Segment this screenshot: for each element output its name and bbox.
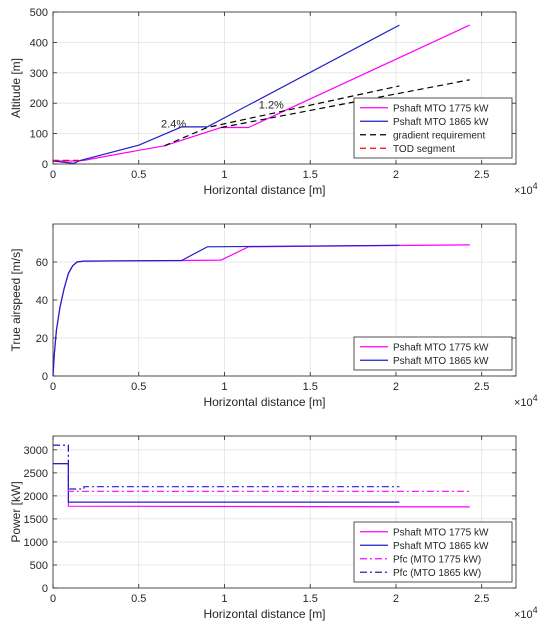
x-exponent-power: 4: [533, 393, 538, 403]
legend-label: Pshaft MTO 1865 kW: [393, 356, 489, 367]
x-axis-label: Horizontal distance [m]: [203, 607, 325, 621]
y-tick-label: 60: [36, 257, 48, 269]
x-tick-label: 0: [50, 381, 56, 393]
x-exponent-label: ×104: [514, 181, 538, 197]
y-tick-label: 0: [42, 583, 48, 595]
x-axis-label: Horizontal distance [m]: [203, 183, 325, 197]
legend-label: Pfc (MTO 1865 kW): [393, 568, 481, 579]
series-line: [164, 85, 400, 147]
annotation-label: 2.4%: [161, 119, 186, 131]
y-tick-label: 20: [36, 333, 48, 345]
y-tick-label: 40: [36, 295, 48, 307]
legend: Pshaft MTO 1775 kW Pshaft MTO 1865 kW Pfc …: [353, 521, 513, 583]
annotation-label: 1.2%: [259, 99, 284, 111]
series-line: [53, 444, 400, 490]
x-tick-label: 1: [221, 593, 227, 605]
legend-box: [353, 336, 513, 371]
x-exponent-label: ×104: [514, 605, 538, 621]
power-chart: 0 0.5 1 1.5 2 2.5 0 500 1000 1500 2000 2500 3000 Hori…: [9, 435, 538, 621]
x-tick-label: 2.5: [474, 169, 489, 181]
x-tick-label: 0: [50, 169, 56, 181]
x-tick-label: 2: [393, 169, 399, 181]
y-tick-label: 200: [30, 98, 48, 110]
y-axis-label: Power [kW]: [9, 481, 23, 542]
legend-label: TOD segment: [393, 144, 455, 155]
x-axis-label: Horizontal distance [m]: [203, 395, 325, 409]
y-tick-label: 100: [30, 129, 48, 141]
altitude-chart: 0 0.5 1 1.5 2 2.5 0 100 200 300 400 500 Horizontal d…: [9, 7, 538, 197]
x-tick-label: 0.5: [131, 593, 146, 605]
legend-label: Pshaft MTO 1775 kW: [393, 103, 489, 114]
x-exponent-power: 4: [533, 605, 538, 615]
y-tick-label: 3000: [24, 445, 48, 457]
legend-label: Pshaft MTO 1775 kW: [393, 342, 489, 353]
y-tick-label: 2000: [24, 491, 48, 503]
x-tick-label: 2: [393, 381, 399, 393]
x-exponent-base: ×10: [514, 185, 533, 197]
legend: Pshaft MTO 1775 kW Pshaft MTO 1865 kW grad…: [353, 97, 513, 159]
x-exponent-label: ×104: [514, 393, 538, 409]
legend-label: Pfc (MTO 1775 kW): [393, 554, 481, 565]
x-exponent-base: ×10: [514, 397, 533, 409]
y-tick-label: 300: [30, 68, 48, 80]
axes-box: [52, 435, 517, 589]
y-tick-label: 1000: [24, 537, 48, 549]
series-line: [52, 24, 400, 165]
x-tick-label: 1.5: [303, 169, 318, 181]
x-tick-label: 2: [393, 593, 399, 605]
x-tick-label: 0: [50, 593, 56, 605]
x-tick-label: 2.5: [474, 381, 489, 393]
x-exponent-power: 4: [533, 181, 538, 191]
series-line: [52, 244, 400, 377]
x-tick-label: 2.5: [474, 593, 489, 605]
axes-box: [52, 11, 517, 165]
legend-label: Pshaft MTO 1775 kW: [393, 527, 489, 538]
legend-label: Pshaft MTO 1865 kW: [393, 117, 489, 128]
x-tick-label: 1: [221, 381, 227, 393]
y-axis-label: Altitude [m]: [9, 58, 23, 118]
airspeed-chart: 0 0.5 1 1.5 2 2.5 0 20 40 60 Horizontal distance […: [9, 223, 538, 409]
series-line: [53, 463, 400, 503]
legend-label: Pshaft MTO 1865 kW: [393, 541, 489, 552]
y-tick-label: 400: [30, 37, 48, 49]
x-tick-label: 0.5: [131, 169, 146, 181]
x-exponent-base: ×10: [514, 609, 533, 621]
legend: Pshaft MTO 1775 kW Pshaft MTO 1865 kW: [353, 336, 513, 371]
y-tick-label: 2500: [24, 468, 48, 480]
series-line: [220, 79, 470, 129]
y-tick-label: 0: [42, 159, 48, 171]
x-tick-label: 1.5: [303, 593, 318, 605]
legend-label: gradient requirement: [393, 130, 485, 141]
y-tick-label: 500: [30, 560, 48, 572]
x-tick-label: 1: [221, 169, 227, 181]
y-tick-label: 1500: [24, 514, 48, 526]
y-axis-label: True airspeed [m/s]: [9, 249, 23, 352]
x-tick-label: 1.5: [303, 381, 318, 393]
y-tick-label: 500: [30, 7, 48, 19]
x-tick-label: 0.5: [131, 381, 146, 393]
y-tick-label: 0: [42, 371, 48, 383]
